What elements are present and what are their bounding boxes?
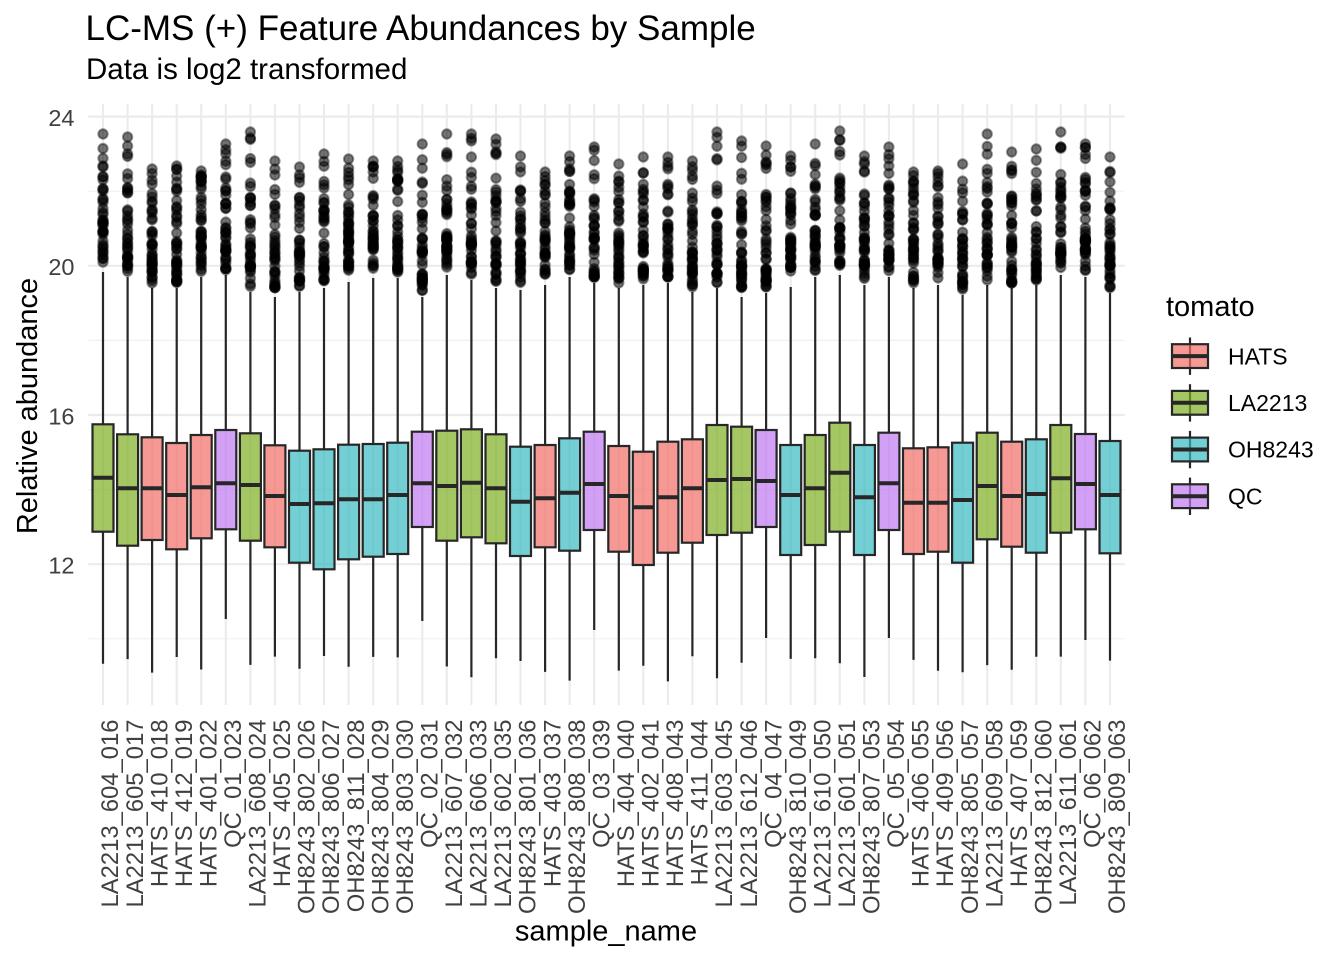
svg-text:OH8243_805_057: OH8243_805_057 — [957, 720, 984, 915]
svg-text:LA2213_605_017: LA2213_605_017 — [122, 720, 149, 908]
svg-text:QC: QC — [1228, 483, 1263, 509]
svg-text:OH8243_812_060: OH8243_812_060 — [1031, 720, 1058, 915]
svg-text:QC_02_031: QC_02_031 — [417, 720, 444, 848]
svg-text:OH8243_802_026: OH8243_802_026 — [294, 720, 321, 915]
svg-text:HATS_404_040: HATS_404_040 — [613, 720, 640, 888]
svg-text:LA2213_611_061: LA2213_611_061 — [1055, 720, 1082, 906]
svg-text:QC_06_062: QC_06_062 — [1080, 720, 1107, 848]
svg-text:sample_name: sample_name — [515, 916, 697, 948]
svg-text:20: 20 — [48, 254, 74, 280]
svg-text:HATS_406_055: HATS_406_055 — [908, 720, 935, 888]
svg-text:HATS_403_037: HATS_403_037 — [539, 720, 566, 888]
svg-text:24: 24 — [48, 105, 74, 131]
svg-text:OH8243_811_028: OH8243_811_028 — [343, 720, 370, 913]
svg-text:QC_05_054: QC_05_054 — [883, 720, 910, 848]
svg-text:tomato: tomato — [1166, 291, 1255, 323]
svg-text:Data is log2 transformed: Data is log2 transformed — [86, 53, 407, 86]
svg-text:12: 12 — [48, 553, 74, 579]
svg-text:LA2213: LA2213 — [1228, 390, 1307, 416]
svg-text:LA2213_607_032: LA2213_607_032 — [441, 720, 468, 908]
svg-text:HATS_408_043: HATS_408_043 — [662, 720, 689, 888]
svg-text:OH8243_809_063: OH8243_809_063 — [1104, 720, 1131, 915]
svg-text:HATS_410_018: HATS_410_018 — [146, 720, 173, 888]
svg-text:OH8243_801_036: OH8243_801_036 — [515, 720, 542, 915]
svg-text:OH8243_806_027: OH8243_806_027 — [318, 720, 345, 915]
svg-text:OH8243_808_038: OH8243_808_038 — [564, 720, 591, 915]
svg-text:HATS_409_056: HATS_409_056 — [932, 720, 959, 888]
svg-text:HATS_405_025: HATS_405_025 — [269, 720, 296, 888]
svg-text:LA2213_612_046: LA2213_612_046 — [736, 720, 763, 908]
svg-text:OH8243_803_030: OH8243_803_030 — [392, 720, 419, 915]
svg-text:QC_01_023: QC_01_023 — [220, 720, 247, 848]
svg-text:LA2213_603_045: LA2213_603_045 — [711, 720, 738, 908]
svg-text:OH8243_804_029: OH8243_804_029 — [367, 720, 394, 915]
svg-text:HATS_412_019: HATS_412_019 — [171, 720, 198, 888]
svg-text:HATS_402_041: HATS_402_041 — [638, 720, 665, 888]
svg-text:LA2213_610_050: LA2213_610_050 — [809, 720, 836, 908]
svg-text:OH8243_810_049: OH8243_810_049 — [785, 720, 812, 915]
svg-text:OH8243: OH8243 — [1228, 437, 1314, 463]
svg-text:HATS_401_022: HATS_401_022 — [195, 720, 222, 888]
svg-text:LA2213_609_058: LA2213_609_058 — [981, 720, 1008, 908]
svg-text:LA2213_602_035: LA2213_602_035 — [490, 720, 517, 908]
svg-text:LC-MS (+) Feature Abundances b: LC-MS (+) Feature Abundances by Sample — [86, 9, 756, 48]
svg-text:QC_03_039: QC_03_039 — [588, 720, 615, 848]
svg-text:LA2213_608_024: LA2213_608_024 — [245, 720, 272, 908]
svg-text:OH8243_807_053: OH8243_807_053 — [859, 720, 886, 915]
svg-text:16: 16 — [48, 403, 74, 429]
svg-text:HATS_411_044: HATS_411_044 — [687, 720, 714, 886]
svg-text:Relative abundance: Relative abundance — [12, 278, 44, 534]
svg-text:LA2213_601_051: LA2213_601_051 — [834, 720, 861, 908]
svg-text:LA2213_606_033: LA2213_606_033 — [466, 720, 493, 908]
svg-text:HATS: HATS — [1228, 343, 1288, 369]
svg-text:HATS_407_059: HATS_407_059 — [1006, 720, 1033, 888]
svg-text:LA2213_604_016: LA2213_604_016 — [97, 720, 124, 908]
svg-text:QC_04_047: QC_04_047 — [760, 720, 787, 848]
